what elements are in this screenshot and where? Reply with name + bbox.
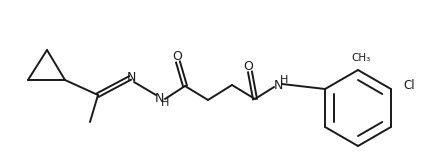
Text: O: O [172,49,182,63]
Text: H: H [280,75,288,85]
Text: N: N [273,79,283,91]
Text: O: O [243,59,253,73]
Text: N: N [155,91,164,105]
Text: N: N [126,71,136,83]
Text: CH₃: CH₃ [352,53,371,63]
Text: Cl: Cl [403,79,415,91]
Text: H: H [161,98,169,108]
